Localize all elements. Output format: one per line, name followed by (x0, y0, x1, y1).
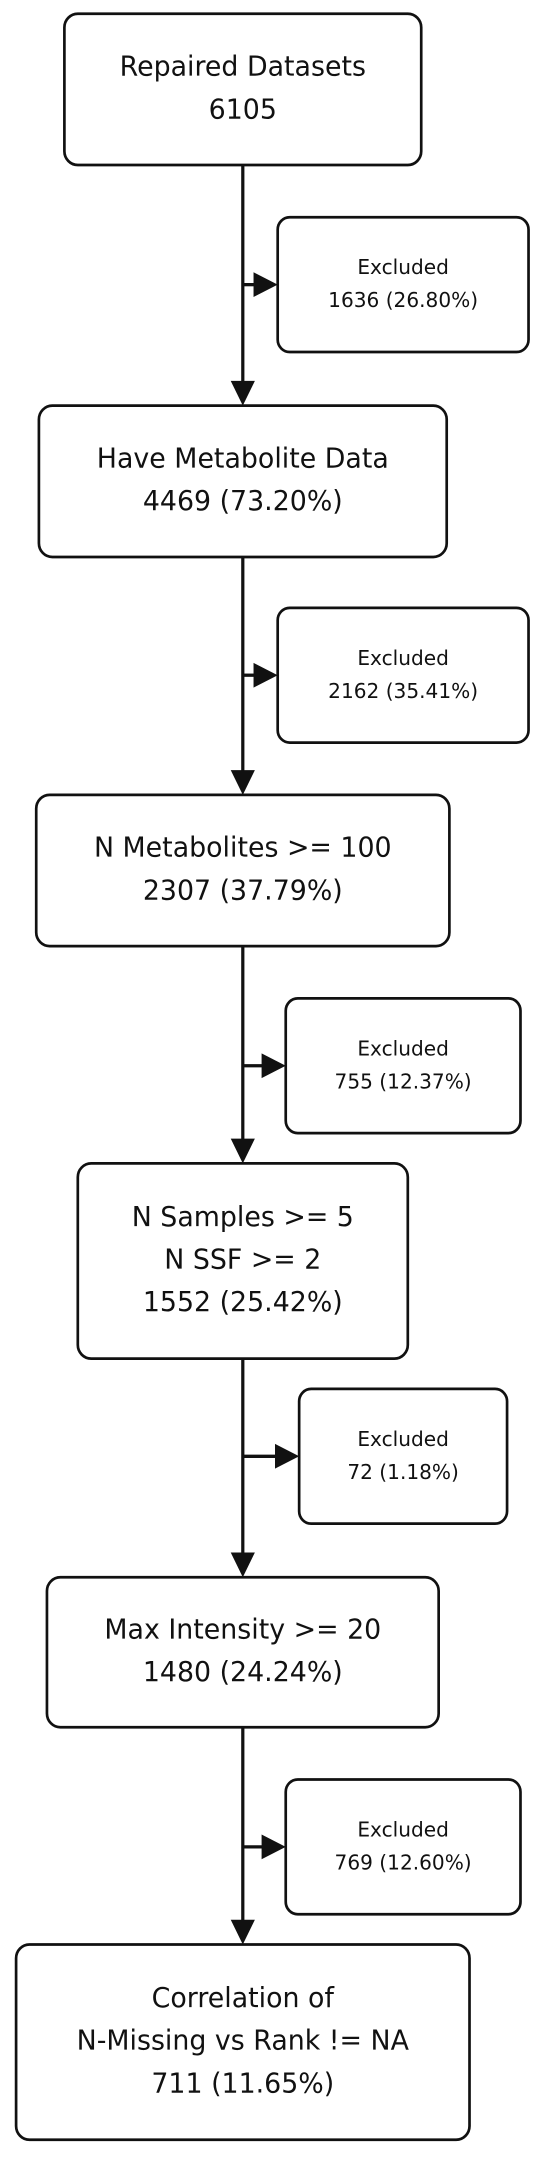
excluded-box (276, 606, 530, 744)
step-box (76, 1162, 410, 1361)
excluded-box-text: 769 (12.60%) (335, 1850, 472, 1874)
step-box-text: 2307 (37.79%) (143, 875, 343, 906)
excluded-box-text: 72 (1.18%) (347, 1460, 459, 1484)
excluded-box-text: 2162 (35.41%) (328, 679, 478, 703)
excluded-box (297, 1387, 509, 1526)
step-box (34, 793, 451, 948)
step-box (63, 12, 423, 167)
step-box-text: 1480 (24.24%) (143, 1657, 343, 1688)
arrowhead (275, 1443, 300, 1469)
step-box-text: N SSF >= 2 (164, 1244, 321, 1275)
excluded-box-text: Excluded (357, 646, 449, 670)
arrowhead (230, 380, 255, 406)
step-box-text: 4469 (73.20%) (143, 486, 343, 517)
excluded-box-text: Excluded (357, 255, 449, 279)
arrowhead (230, 1552, 255, 1578)
excluded-box (284, 996, 522, 1135)
excluded-box-text: Excluded (357, 1427, 449, 1451)
arrowhead (230, 1919, 255, 1945)
step-box-text: N-Missing vs Rank != NA (77, 2025, 410, 2056)
step-box (45, 1575, 440, 1729)
step-box-text: N Samples >= 5 (132, 1202, 354, 1233)
excluded-box-text: 1636 (26.80%) (328, 288, 478, 312)
step-box-text: Correlation of (152, 1983, 336, 2014)
step-box-text: 1552 (25.42%) (143, 1287, 343, 1318)
arrowhead (261, 1053, 286, 1079)
excluded-box-text: Excluded (357, 1817, 449, 1841)
excluded-box (284, 1778, 522, 1916)
excluded-box-text: Excluded (357, 1036, 449, 1060)
step-box-text: N Metabolites >= 100 (94, 832, 392, 863)
step-box-text: Have Metabolite Data (97, 443, 389, 474)
arrowhead (230, 770, 255, 795)
step-box (14, 1943, 471, 2142)
step-box-text: 711 (11.65%) (151, 2068, 334, 2099)
arrowhead (230, 1138, 255, 1164)
arrowhead (253, 662, 278, 688)
arrowhead (253, 272, 278, 298)
step-box-text: 6105 (209, 94, 277, 125)
excluded-box (276, 215, 530, 354)
step-box-text: Repaired Datasets (120, 51, 366, 82)
step-box-text: Max Intensity >= 20 (104, 1614, 381, 1645)
excluded-box-text: 755 (12.37%) (335, 1069, 472, 1093)
arrowhead (261, 1834, 286, 1860)
step-box (37, 404, 449, 559)
